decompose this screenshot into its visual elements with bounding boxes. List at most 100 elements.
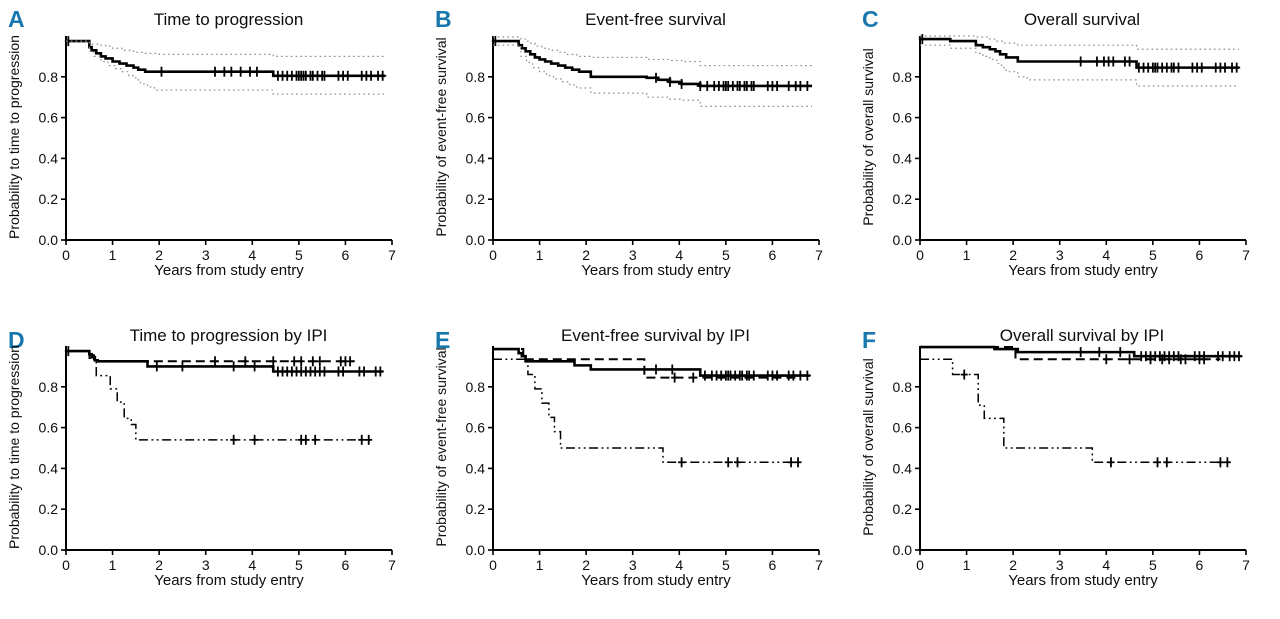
- svg-text:0.2: 0.2: [39, 501, 59, 517]
- km-plot-b: 0.0 0.2 0.4 0.6 0.8 0 1 2 3 4 5 6 7: [453, 30, 833, 266]
- svg-text:4: 4: [1102, 247, 1110, 263]
- panel-title-e: Event-free survival by IPI: [561, 326, 750, 345]
- y-axis-label-e: Probability of event-free survival: [433, 347, 449, 547]
- svg-text:6: 6: [342, 557, 350, 573]
- panel-d: D Time to progression by IPI Probability…: [0, 310, 427, 619]
- svg-text:0.6: 0.6: [466, 110, 486, 126]
- svg-text:7: 7: [815, 557, 823, 573]
- svg-text:5: 5: [722, 247, 730, 263]
- svg-text:1: 1: [109, 247, 117, 263]
- km-plot-c: 0.0 0.2 0.4 0.6 0.8 0 1 2 3 4 5 6 7: [880, 30, 1260, 266]
- svg-text:5: 5: [722, 557, 730, 573]
- svg-text:7: 7: [1242, 557, 1250, 573]
- svg-text:0.4: 0.4: [466, 460, 486, 476]
- svg-text:0.2: 0.2: [466, 191, 486, 207]
- panel-letter-a: A: [8, 6, 25, 32]
- km-plot-e: 0.0 0.2 0.4 0.6 0.8 0 1 2 3 4 5 6 7: [453, 340, 833, 576]
- svg-text:0.2: 0.2: [893, 191, 913, 207]
- svg-text:0: 0: [916, 247, 924, 263]
- svg-text:0.0: 0.0: [466, 542, 486, 558]
- x-axis-label-e: Years from study entry: [581, 572, 731, 589]
- svg-text:0: 0: [916, 557, 924, 573]
- svg-text:5: 5: [1149, 557, 1157, 573]
- svg-text:2: 2: [155, 557, 163, 573]
- svg-text:0.0: 0.0: [893, 542, 913, 558]
- svg-text:0.6: 0.6: [893, 110, 913, 126]
- svg-text:3: 3: [1056, 557, 1064, 573]
- svg-text:1: 1: [536, 557, 544, 573]
- svg-text:0.2: 0.2: [466, 501, 486, 517]
- y-axis-label-f: Probability of overall survival: [860, 358, 876, 536]
- svg-text:0.0: 0.0: [466, 232, 486, 248]
- svg-text:1: 1: [109, 557, 117, 573]
- panel-letter-f: F: [862, 327, 877, 353]
- svg-text:4: 4: [248, 557, 256, 573]
- svg-text:3: 3: [202, 557, 210, 573]
- panel-b: B Event-free survival Probability of eve…: [427, 0, 854, 310]
- svg-text:0.4: 0.4: [893, 150, 913, 166]
- panel-letter-c: C: [862, 6, 879, 32]
- svg-text:5: 5: [1149, 247, 1157, 263]
- km-plot-a: 0.0 0.2 0.4 0.6 0.8 0 1 2 3 4 5 6 7: [26, 30, 406, 266]
- y-axis-label-c: Probability of overall survival: [860, 48, 876, 226]
- svg-text:0.4: 0.4: [466, 150, 486, 166]
- svg-text:4: 4: [248, 247, 256, 263]
- svg-text:4: 4: [675, 557, 683, 573]
- svg-text:0: 0: [62, 557, 70, 573]
- svg-text:6: 6: [342, 247, 350, 263]
- svg-text:0.4: 0.4: [39, 460, 59, 476]
- svg-text:3: 3: [629, 557, 637, 573]
- svg-text:0.8: 0.8: [893, 379, 913, 395]
- panel-letter-b: B: [435, 6, 452, 32]
- km-plot-d: 0.0 0.2 0.4 0.6 0.8 0 1 2 3 4 5 6 7: [26, 340, 406, 576]
- svg-text:7: 7: [1242, 247, 1250, 263]
- x-axis-label-c: Years from study entry: [1008, 262, 1158, 279]
- svg-text:2: 2: [582, 247, 590, 263]
- svg-text:0.2: 0.2: [39, 191, 59, 207]
- svg-text:7: 7: [388, 247, 396, 263]
- panel-title-b: Event-free survival: [585, 10, 726, 29]
- svg-text:2: 2: [1009, 247, 1017, 263]
- svg-text:0.0: 0.0: [39, 542, 59, 558]
- svg-text:1: 1: [963, 557, 971, 573]
- panel-title-f: Overall survival by IPI: [999, 326, 1165, 345]
- y-axis-label-d: Probability to time to progression: [6, 345, 22, 549]
- svg-text:6: 6: [1196, 557, 1204, 573]
- x-axis-label-d: Years from study entry: [154, 572, 304, 589]
- svg-text:6: 6: [1196, 247, 1204, 263]
- svg-text:0.8: 0.8: [39, 69, 59, 85]
- svg-text:2: 2: [582, 557, 590, 573]
- svg-text:3: 3: [1056, 247, 1064, 263]
- svg-text:0.6: 0.6: [893, 420, 913, 436]
- svg-text:1: 1: [963, 247, 971, 263]
- x-axis-label-b: Years from study entry: [581, 262, 731, 279]
- svg-text:0.0: 0.0: [893, 232, 913, 248]
- svg-text:5: 5: [295, 247, 303, 263]
- svg-text:0.8: 0.8: [466, 69, 486, 85]
- y-axis-label-a: Probability to time to progression: [6, 35, 22, 239]
- svg-text:7: 7: [388, 557, 396, 573]
- svg-text:0.8: 0.8: [39, 379, 59, 395]
- panel-c: C Overall survival Probability of overal…: [854, 0, 1280, 310]
- svg-text:6: 6: [769, 247, 777, 263]
- svg-text:0.2: 0.2: [893, 501, 913, 517]
- panel-f: F Overall survival by IPI Probability of…: [854, 310, 1280, 619]
- panel-a: A Time to progression Probability to tim…: [0, 0, 427, 310]
- svg-text:4: 4: [1102, 557, 1110, 573]
- svg-text:0.6: 0.6: [466, 420, 486, 436]
- svg-text:2: 2: [1009, 557, 1017, 573]
- svg-text:3: 3: [629, 247, 637, 263]
- svg-text:0.0: 0.0: [39, 232, 59, 248]
- svg-text:0.8: 0.8: [893, 69, 913, 85]
- svg-text:0: 0: [62, 247, 70, 263]
- panel-title-a: Time to progression: [153, 10, 304, 29]
- svg-text:5: 5: [295, 557, 303, 573]
- x-axis-label-f: Years from study entry: [1008, 572, 1158, 589]
- svg-text:0.4: 0.4: [893, 460, 913, 476]
- svg-text:0: 0: [489, 557, 497, 573]
- svg-text:0.6: 0.6: [39, 420, 59, 436]
- svg-text:3: 3: [202, 247, 210, 263]
- svg-text:7: 7: [815, 247, 823, 263]
- panel-letter-d: D: [8, 327, 25, 353]
